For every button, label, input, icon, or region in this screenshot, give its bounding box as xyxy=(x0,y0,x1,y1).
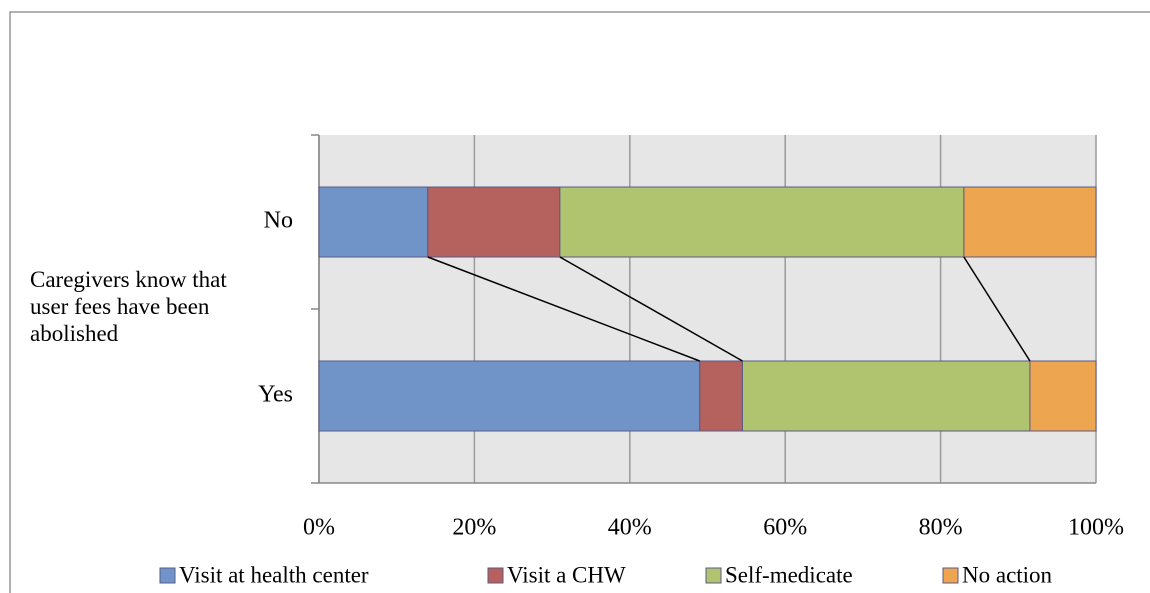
bar-segment xyxy=(318,360,701,432)
y-tick-label: No xyxy=(264,208,293,234)
frame xyxy=(9,11,1150,593)
y-tick-label: Yes xyxy=(258,382,293,408)
legend-label: No action xyxy=(962,562,1053,587)
bar-segment xyxy=(1029,360,1097,432)
legend-swatch xyxy=(487,567,504,584)
legend-label: Self-medicate xyxy=(725,562,853,587)
bar-segment xyxy=(318,186,429,258)
bar-segment xyxy=(559,186,965,258)
legend-swatch xyxy=(159,567,176,584)
x-tick-label: 20% xyxy=(452,515,496,541)
bar-segment xyxy=(963,186,1097,258)
legend-label: Visit a CHW xyxy=(507,562,626,587)
series-line xyxy=(427,256,700,362)
x-tick-label: 100% xyxy=(1068,515,1124,541)
x-tick-label: 60% xyxy=(763,515,807,541)
series-line xyxy=(963,256,1031,362)
x-tick-label: 0% xyxy=(303,515,335,541)
bar-segment xyxy=(427,186,561,258)
bar-segment xyxy=(699,360,743,432)
legend-swatch xyxy=(942,567,959,584)
bar-segment xyxy=(741,360,1031,432)
x-tick-label: 40% xyxy=(608,515,652,541)
legend-label: Visit at health center xyxy=(179,562,369,587)
x-tick-label: 80% xyxy=(919,515,963,541)
series-line xyxy=(559,256,743,362)
legend-swatch xyxy=(705,567,722,584)
y-axis-label: Caregivers know that user fees have been… xyxy=(30,267,227,346)
